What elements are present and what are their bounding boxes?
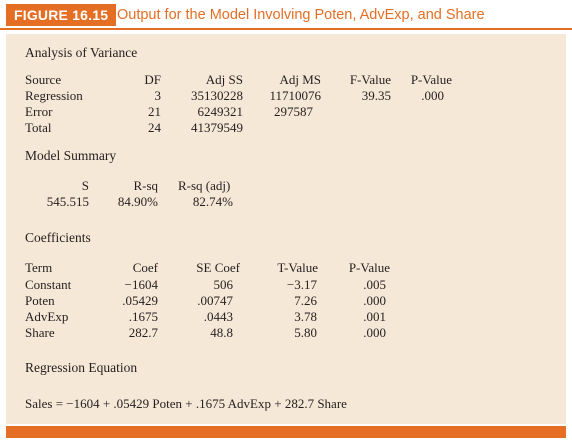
anova-source: Regression xyxy=(25,88,83,103)
coef-se: .00747 xyxy=(197,293,233,308)
anova-header-adj-ms: Adj MS xyxy=(279,72,321,87)
anova-heading: Analysis of Variance xyxy=(25,45,138,60)
coef-p-value: .005 xyxy=(363,277,386,292)
coef-se: .0443 xyxy=(203,309,233,324)
regression-equation: Sales = −1604 + .05429 Poten + .1675 Adv… xyxy=(25,396,347,411)
coef-se: 506 xyxy=(213,277,234,292)
model-summary-header-r-sq: R-sq xyxy=(133,178,158,193)
coef-header-term: Term xyxy=(25,260,53,275)
coef-t-value: −3.17 xyxy=(286,277,317,292)
coef-t-value: 5.80 xyxy=(294,325,317,340)
regression-equation-heading: Regression Equation xyxy=(25,360,138,375)
anova-df: 24 xyxy=(148,120,161,135)
figure-footer-bar xyxy=(6,426,566,438)
anova-adj-ss: 6249321 xyxy=(197,104,244,119)
coef-term: AdvExp xyxy=(25,309,69,324)
coef-term: Share xyxy=(25,325,55,340)
coef-term: Constant xyxy=(25,277,72,292)
model-summary-r-sq: 84.90% xyxy=(117,194,158,209)
model-summary-s: 545.515 xyxy=(46,194,89,209)
model-summary-heading: Model Summary xyxy=(25,148,117,163)
coef-p-value: .001 xyxy=(363,309,386,324)
coefficients-heading: Coefficients xyxy=(25,230,91,245)
anova-adj-ms: 11710076 xyxy=(269,88,321,103)
coef-header-p-value: P-Value xyxy=(348,260,390,275)
coef-p-value: .000 xyxy=(363,325,386,340)
coef-value: .1675 xyxy=(128,309,158,324)
anova-f-value: 39.35 xyxy=(361,88,391,103)
coef-header-coef: Coef xyxy=(132,260,158,275)
figure-label: FIGURE 16.15 xyxy=(6,4,117,26)
model-summary-header-r-sq-adj: R-sq (adj) xyxy=(178,178,231,193)
anova-df: 3 xyxy=(154,88,162,103)
anova-header-f-value: F-Value xyxy=(349,72,391,87)
anova-p-value: .000 xyxy=(421,88,444,103)
output-panel: Analysis of Variance Source DF Adj SS Ad… xyxy=(6,34,566,424)
anova-source: Error xyxy=(25,104,53,119)
anova-header-adj-ss: Adj SS xyxy=(205,72,243,87)
coef-t-value: 7.26 xyxy=(294,293,317,308)
anova-header-p-value: P-Value xyxy=(410,72,452,87)
coef-p-value: .000 xyxy=(363,293,386,308)
coef-value: .05429 xyxy=(122,293,158,308)
anova-adj-ss: 41379549 xyxy=(191,120,243,135)
model-summary-r-sq-adj: 82.74% xyxy=(192,194,233,209)
coef-value: −1604 xyxy=(124,277,158,292)
anova-df: 21 xyxy=(148,104,161,119)
figure-caption: Output for the Model Involving Poten, Ad… xyxy=(117,7,485,23)
anova-adj-ms: 297587 xyxy=(274,104,313,119)
anova-header-source: Source xyxy=(25,72,62,87)
coef-header-se-coef: SE Coef xyxy=(196,260,240,275)
coef-t-value: 3.78 xyxy=(294,309,317,324)
coef-se: 48.8 xyxy=(210,325,233,340)
coef-header-t-value: T-Value xyxy=(277,260,318,275)
anova-adj-ss: 35130228 xyxy=(191,88,243,103)
anova-source: Total xyxy=(25,120,52,135)
figure-header: FIGURE 16.15 Output for the Model Involv… xyxy=(0,0,572,30)
coef-value: 282.7 xyxy=(128,325,158,340)
model-summary-header-s: S xyxy=(81,178,89,193)
coef-term: Poten xyxy=(25,293,55,308)
anova-header-df: DF xyxy=(144,72,161,87)
